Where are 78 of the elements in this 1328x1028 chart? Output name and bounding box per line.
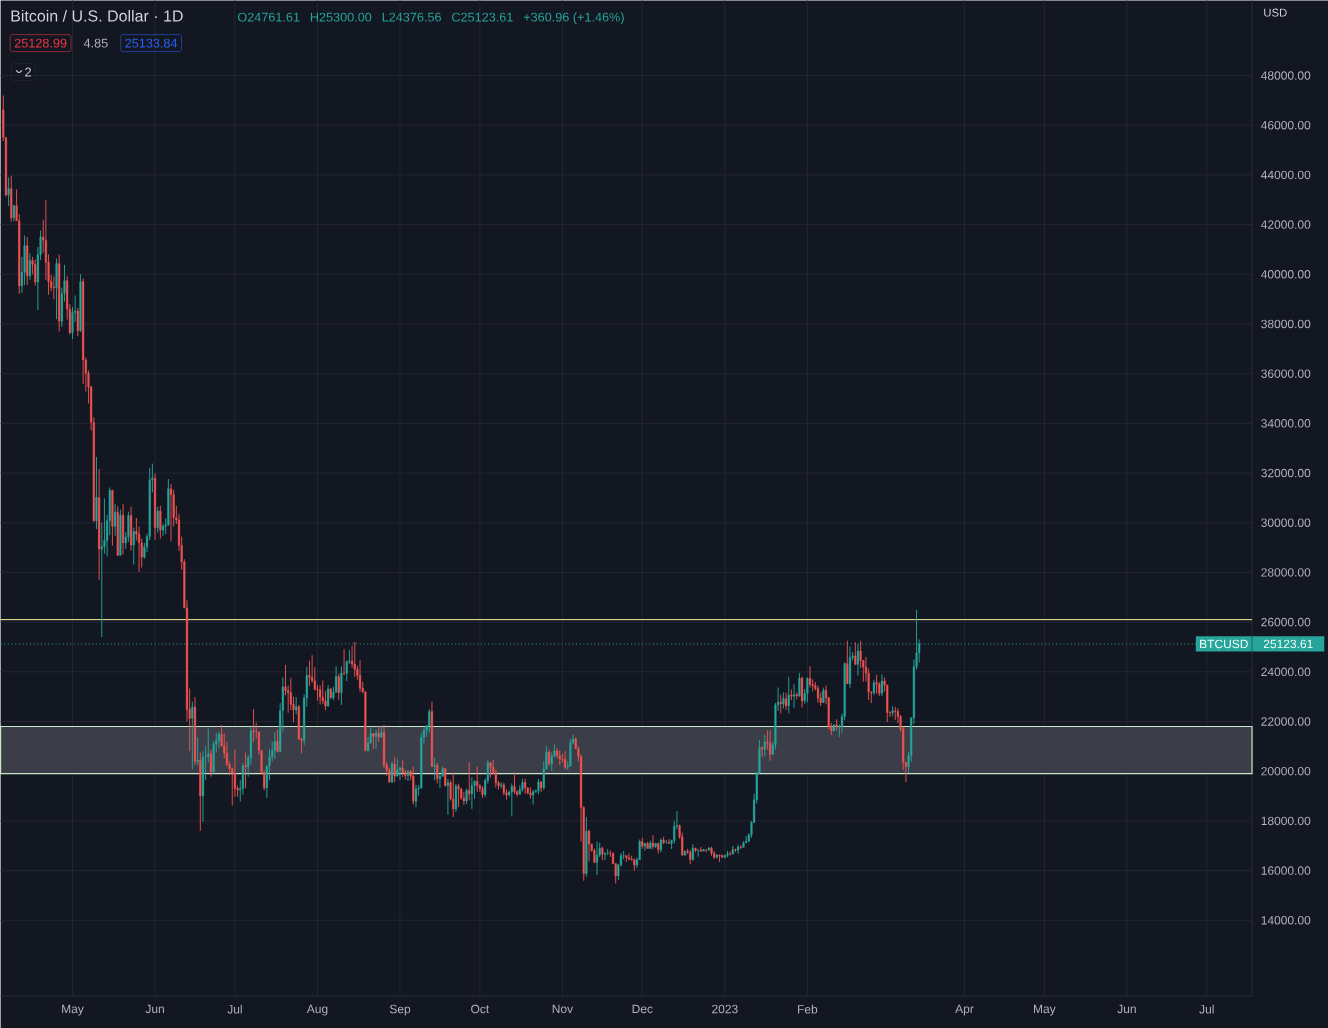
y-tick-label: 18000.00 bbox=[1261, 816, 1311, 826]
text: 25123.61 bbox=[1263, 639, 1313, 649]
candlestick bbox=[603, 851, 607, 861]
candlestick bbox=[787, 676, 790, 714]
y-tick-label: 34000.00 bbox=[1261, 419, 1311, 428]
candlestick bbox=[550, 752, 553, 772]
candlestick bbox=[319, 684, 322, 706]
candlestick bbox=[414, 784, 418, 808]
y-tick-label: 24000.00 bbox=[1261, 667, 1311, 677]
x-tick-label: May bbox=[1034, 1004, 1056, 1016]
candlestick bbox=[790, 688, 793, 701]
x-tick-label: Apr bbox=[955, 1004, 974, 1016]
candlestick bbox=[114, 503, 117, 537]
candlestick bbox=[846, 640, 849, 685]
annotation: 25128.99 bbox=[14, 38, 67, 48]
candlestick bbox=[436, 762, 439, 784]
annotation: 25133.84 bbox=[125, 38, 178, 48]
candlestick bbox=[353, 641, 356, 678]
candlestick bbox=[761, 746, 764, 758]
ref-line-label: BTCUSD bbox=[1200, 639, 1248, 649]
candlestick bbox=[95, 456, 98, 530]
candlestick bbox=[428, 708, 431, 733]
y-tick-label: 20000.00 bbox=[1261, 766, 1311, 776]
y-tick-label: 40000.00 bbox=[1261, 270, 1311, 279]
candlestick bbox=[316, 684, 319, 702]
x-tick-label: 2023 bbox=[712, 1004, 738, 1014]
candlestick bbox=[569, 738, 572, 768]
annotation: L24376.56 bbox=[382, 12, 441, 22]
annotation: O24761.61 bbox=[237, 12, 300, 22]
candlestick bbox=[156, 506, 159, 534]
candlestick bbox=[446, 778, 449, 816]
annotation: 2 bbox=[25, 67, 31, 77]
candlestick bbox=[28, 252, 31, 281]
annotation: 4.85 bbox=[83, 38, 108, 48]
y-tick-label: 14000.00 bbox=[1261, 916, 1311, 925]
candlestick bbox=[7, 176, 10, 207]
y-tick-label: 26000.00 bbox=[1261, 617, 1311, 627]
chart-title: Bitcoin / U.S. Dollar · 1D bbox=[11, 9, 183, 22]
y-tick-label: 44000.00 bbox=[1261, 170, 1311, 180]
y-tick-label: 46000.00 bbox=[1261, 120, 1311, 130]
y-tick-label: 16000.00 bbox=[1261, 866, 1311, 875]
y-tick-label: 36000.00 bbox=[1261, 369, 1311, 378]
x-tick-label: Jun bbox=[1117, 1004, 1136, 1014]
x-tick-label: Oct bbox=[471, 1004, 490, 1014]
candlestick bbox=[859, 640, 862, 669]
candlestick bbox=[763, 734, 766, 757]
y-tick-label: 42000.00 bbox=[1261, 220, 1311, 229]
candlestick bbox=[476, 766, 479, 793]
annotation: C25123.61 bbox=[452, 12, 513, 22]
candlestick bbox=[169, 483, 173, 542]
candlestick bbox=[159, 505, 162, 540]
x-tick-label: Dec bbox=[632, 1004, 653, 1014]
text: USD bbox=[1264, 8, 1287, 17]
candlestick bbox=[191, 701, 194, 770]
y-tick-label: 28000.00 bbox=[1261, 568, 1311, 577]
x-tick-label: Jun bbox=[145, 1004, 164, 1014]
y-tick-label: 22000.00 bbox=[1261, 717, 1311, 726]
y-tick-label: 30000.00 bbox=[1261, 518, 1311, 527]
y-tick-label: 32000.00 bbox=[1261, 468, 1311, 478]
y-tick-label: 48000.00 bbox=[1261, 71, 1311, 80]
candlestick bbox=[433, 757, 436, 781]
candlestick bbox=[132, 526, 135, 565]
candlestick bbox=[808, 665, 812, 688]
annotation: H25300.00 bbox=[310, 12, 372, 22]
candlestick bbox=[217, 730, 220, 749]
candlestick bbox=[462, 791, 465, 806]
x-tick-label: Jul bbox=[227, 1004, 242, 1014]
y-tick-label: 38000.00 bbox=[1261, 319, 1311, 329]
candlestick bbox=[452, 771, 455, 818]
x-tick-label: Jul bbox=[1199, 1004, 1214, 1014]
x-tick-label: Nov bbox=[552, 1004, 574, 1014]
candlestick bbox=[273, 731, 276, 760]
x-tick-label: Sep bbox=[389, 1004, 411, 1016]
candlestick bbox=[196, 736, 199, 766]
annotation: +360.96 (+1.46%) bbox=[523, 12, 624, 25]
x-tick-label: Aug bbox=[306, 1004, 328, 1016]
x-tick-label: Feb bbox=[798, 1004, 818, 1014]
x-tick-label: May bbox=[62, 1004, 84, 1016]
